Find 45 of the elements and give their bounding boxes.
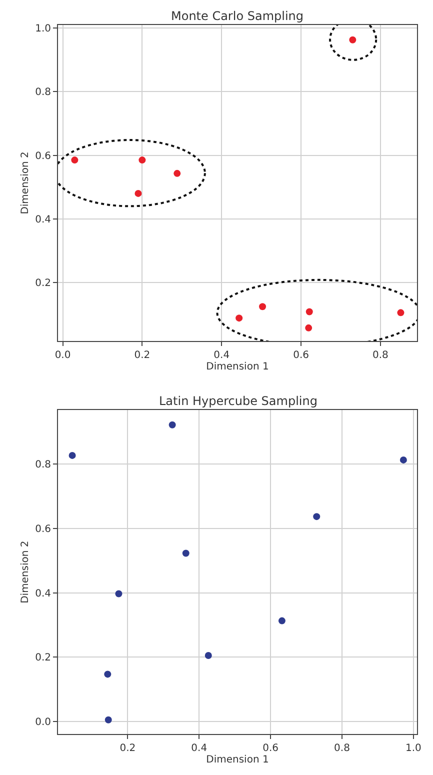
x-tick-label: 0.2 xyxy=(120,743,136,754)
x-tick-label: 0.0 xyxy=(54,350,71,361)
point xyxy=(115,590,122,598)
y-axis-title: Dimension 2 xyxy=(20,152,32,214)
y-axis-title: Dimension 2 xyxy=(20,540,32,604)
x-tick-label: 0.8 xyxy=(334,743,350,754)
point xyxy=(104,670,112,678)
x-tick-label: 0.6 xyxy=(293,350,309,361)
point xyxy=(71,156,78,164)
point xyxy=(174,170,181,177)
y-tick-label: 0.4 xyxy=(35,214,51,226)
point xyxy=(259,303,266,310)
y-tick-label: 0.2 xyxy=(35,278,51,289)
point xyxy=(397,309,404,316)
y-tick-label: 0.0 xyxy=(35,716,51,728)
point xyxy=(204,652,212,660)
point xyxy=(278,617,286,624)
point xyxy=(182,550,190,557)
x-tick-label: 0.4 xyxy=(214,350,230,361)
point xyxy=(400,456,407,464)
x-tick-label: 0.8 xyxy=(372,350,388,361)
x-tick-label: 0.4 xyxy=(191,743,208,754)
y-tick-label: 0.8 xyxy=(35,460,51,471)
x-tick-label: 0.6 xyxy=(262,743,278,754)
point xyxy=(134,190,142,197)
point xyxy=(68,452,76,459)
x-tick-label: 0.2 xyxy=(134,350,150,361)
y-tick-label: 0.8 xyxy=(35,87,51,98)
point xyxy=(104,716,112,724)
chart-title: Latin Hypercube Sampling xyxy=(159,394,318,408)
x-axis-title: Dimension 1 xyxy=(206,754,269,766)
point xyxy=(313,513,320,520)
y-tick-label: 0.2 xyxy=(35,652,51,664)
point xyxy=(306,308,313,316)
point xyxy=(236,314,243,322)
y-tick-label: 0.4 xyxy=(35,588,51,600)
point xyxy=(305,324,312,332)
chart-title: Monte Carlo Sampling xyxy=(171,9,304,23)
x-axis-title: Dimension 1 xyxy=(206,361,269,372)
y-tick-label: 0.6 xyxy=(35,524,51,535)
y-tick-label: 0.6 xyxy=(35,150,51,162)
x-tick-label: 1.0 xyxy=(405,743,422,754)
point xyxy=(168,421,176,428)
point xyxy=(138,156,146,164)
y-tick-label: 1.0 xyxy=(35,24,51,35)
